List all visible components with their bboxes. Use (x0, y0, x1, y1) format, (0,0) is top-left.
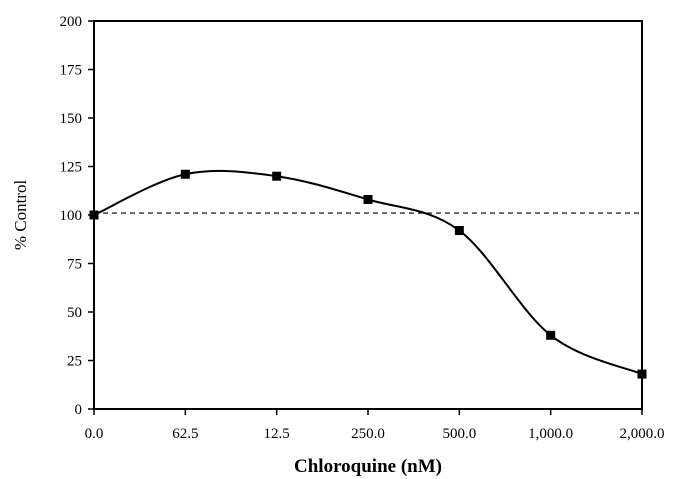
plot-frame (93, 20, 643, 410)
x-tick-label: 250.0 (351, 426, 385, 442)
x-tick-label: 12.5 (264, 426, 290, 442)
y-axis-ticks: 0 25 50 75 100 125 150 175 200 (60, 14, 94, 418)
x-tick-label: 500.0 (442, 426, 476, 442)
x-tick-label: 0.0 (85, 426, 104, 442)
x-tick-label: 1,000.0 (528, 426, 573, 442)
x-axis-ticks: 0.0 62.5 12.5 250.0 500.0 1,000.0 2,000.0 (85, 409, 665, 442)
y-tick-label: 75 (67, 257, 82, 273)
y-tick-label: 100 (60, 208, 83, 224)
y-axis-title: % Control (11, 180, 30, 251)
data-point (272, 171, 282, 181)
x-axis-title: Chloroquine (nM) (294, 456, 442, 477)
data-point (180, 169, 190, 179)
y-tick-label: 125 (60, 160, 83, 176)
y-tick-label: 200 (60, 14, 83, 30)
x-tick-label: 62.5 (172, 426, 198, 442)
y-tick-label: 175 (60, 63, 83, 79)
data-point (363, 194, 373, 204)
x-tick-label: 2,000.0 (620, 426, 665, 442)
data-markers (89, 169, 647, 379)
y-tick-label: 0 (75, 402, 83, 418)
y-tick-label: 150 (60, 111, 83, 127)
data-point (546, 330, 556, 340)
y-tick-label: 50 (67, 305, 82, 321)
y-tick-label: 25 (67, 354, 82, 370)
data-point (454, 226, 464, 236)
